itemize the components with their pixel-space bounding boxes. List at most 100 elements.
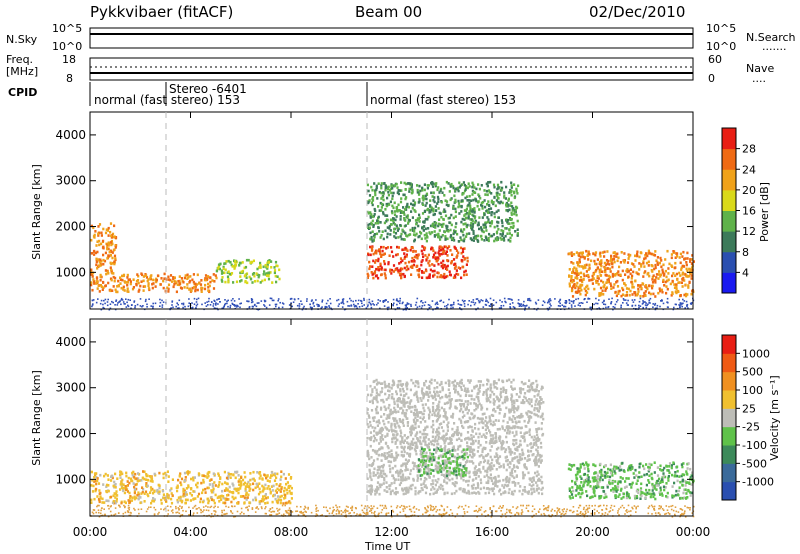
scatter-cell: [373, 429, 376, 433]
scatter-cell: [376, 481, 380, 484]
scatter-cell: [455, 489, 458, 493]
scatter-cell: [216, 298, 218, 301]
scatter-cell: [475, 187, 478, 191]
scatter-cell: [485, 209, 488, 213]
scatter-cell: [476, 482, 479, 485]
scatter-cell: [472, 232, 475, 235]
scatter-cell: [527, 299, 529, 301]
scatter-cell: [495, 447, 499, 451]
scatter-cell: [129, 495, 132, 498]
scatter-cell: [504, 197, 507, 200]
scatter-cell: [523, 432, 526, 435]
scatter-cell: [519, 304, 521, 307]
scatter-cell: [406, 421, 410, 424]
scatter-cell: [449, 405, 452, 408]
scatter-cell: [102, 253, 105, 257]
scatter-cell: [379, 440, 382, 443]
scatter-cell: [192, 497, 195, 501]
scatter-cell: [182, 280, 185, 284]
scatter-cell: [287, 484, 290, 488]
scatter-cell: [443, 441, 446, 445]
scatter-cell: [535, 385, 538, 389]
scatter-cell: [431, 185, 435, 188]
scatter-cell: [505, 204, 508, 208]
scatter-cell: [523, 438, 526, 441]
scatter-cell: [233, 259, 236, 262]
scatter-cell: [516, 415, 519, 419]
scatter-cell: [383, 380, 386, 384]
scatter-cell: [687, 307, 689, 309]
scatter-cell: [421, 417, 424, 421]
scatter-cell: [440, 426, 443, 429]
scatter-cell: [384, 268, 387, 272]
scatter-cell: [656, 307, 658, 309]
scatter-cell: [243, 502, 246, 505]
scatter-cell: [419, 189, 422, 193]
scatter-cell: [617, 273, 620, 277]
scatter-cell: [681, 255, 684, 258]
scatter-cell: [194, 285, 197, 288]
scatter-cell: [636, 293, 639, 297]
scatter-cell: [126, 273, 129, 277]
nave-dots: ....: [752, 72, 766, 85]
scatter-cell: [489, 449, 492, 452]
scatter-cell: [206, 275, 210, 278]
scatter-cell: [448, 298, 450, 301]
scatter-cell: [395, 206, 399, 209]
scatter-cell: [399, 218, 402, 221]
scatter-cell: [458, 212, 461, 215]
scatter-cell: [451, 184, 455, 188]
scatter-cell: [376, 381, 379, 385]
scatter-cell: [405, 486, 408, 490]
scatter-cell: [127, 298, 130, 301]
scatter-cell: [247, 480, 250, 484]
scatter-cell: [530, 488, 533, 491]
scatter-cell: [142, 275, 145, 278]
scatter-cell: [127, 305, 130, 308]
scatter-cell: [485, 469, 488, 473]
scatter-cell: [692, 260, 695, 263]
scatter-cell: [97, 234, 100, 237]
scatter-cell: [455, 476, 458, 480]
scatter-cell: [402, 492, 405, 496]
scatter-cell: [394, 232, 398, 235]
scatter-cell: [592, 252, 595, 255]
scatter-cell: [211, 279, 214, 282]
scatter-cell: [444, 235, 447, 238]
scatter-cell: [226, 494, 229, 497]
scatter-cell: [170, 497, 173, 501]
scatter-cell: [502, 466, 505, 469]
scatter-cell: [483, 475, 486, 478]
scatter-cell: [490, 222, 493, 225]
scatter-cell: [290, 497, 293, 500]
scatter-cell: [243, 471, 246, 474]
scatter-cell: [547, 300, 550, 303]
scatter-cell: [196, 303, 199, 306]
scatter-cell: [590, 308, 593, 311]
scatter-cell: [459, 394, 462, 398]
scatter-cell: [611, 297, 613, 300]
scatter-cell: [122, 285, 125, 289]
scatter-cell: [442, 222, 445, 226]
scatter-cell: [529, 383, 532, 387]
scatter-cell: [414, 413, 417, 417]
scatter-cell: [440, 473, 443, 476]
scatter-cell: [180, 477, 184, 481]
scatter-cell: [477, 183, 480, 186]
scatter-cell: [492, 299, 495, 301]
scatter-cell: [470, 442, 473, 446]
scatter-cell: [392, 191, 395, 195]
scatter-cell: [477, 299, 480, 302]
scatter-cell: [195, 307, 197, 309]
scatter-cell: [301, 303, 303, 305]
scatter-cell: [691, 302, 693, 304]
scatter-cell: [276, 275, 279, 278]
scatter-cell: [385, 398, 388, 401]
scatter-cell: [263, 278, 266, 282]
scatter-cell: [489, 389, 492, 392]
scatter-cell: [217, 495, 220, 499]
scatter-cell: [473, 491, 476, 494]
scatter-cell: [450, 261, 453, 265]
scatter-cell: [448, 391, 451, 395]
scatter-cell: [571, 286, 574, 290]
